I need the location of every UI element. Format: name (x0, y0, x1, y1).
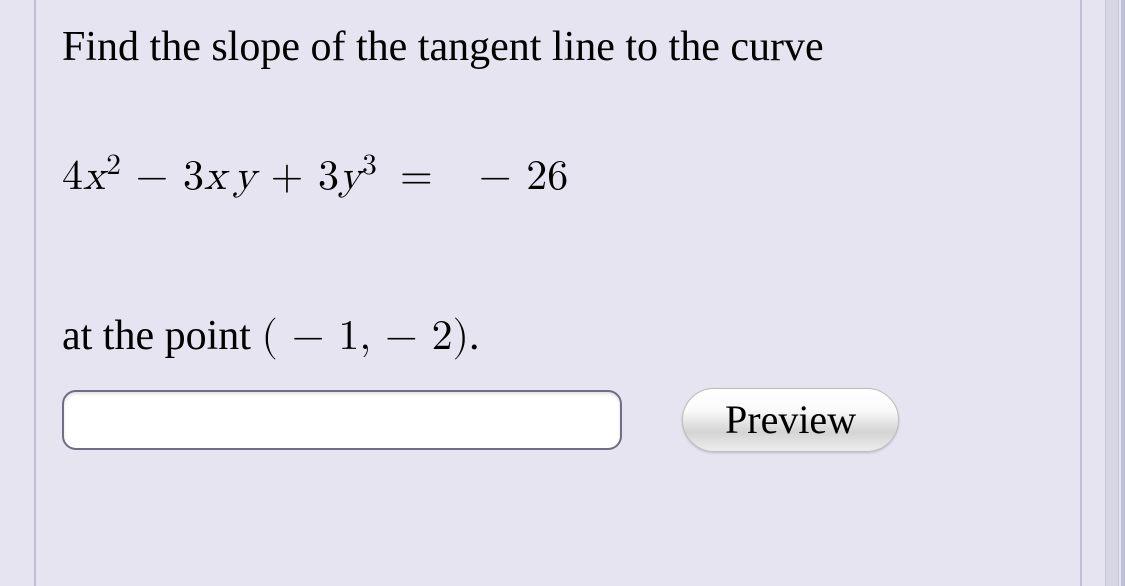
question-container: Find the slope of the tangent line to th… (34, 0, 1082, 586)
answer-input[interactable] (62, 390, 622, 450)
page-scrollbar-track[interactable] (1105, 0, 1119, 586)
answer-row: Preview (62, 388, 1040, 452)
preview-button[interactable]: Preview (682, 388, 899, 452)
question-prompt-line1: Find the slope of the tangent line to th… (62, 22, 1040, 72)
question-equation: 4x2−3xy+3y3=−26 (62, 152, 1040, 202)
question-point: ( − 1, − 2) (261, 316, 468, 358)
question-prompt-line2: at the point ( − 1, − 2). (62, 312, 1040, 362)
page-right-border (1121, 0, 1125, 586)
prompt-line2-prefix: at the point (62, 313, 261, 359)
prompt-line2-suffix: . (469, 313, 480, 359)
